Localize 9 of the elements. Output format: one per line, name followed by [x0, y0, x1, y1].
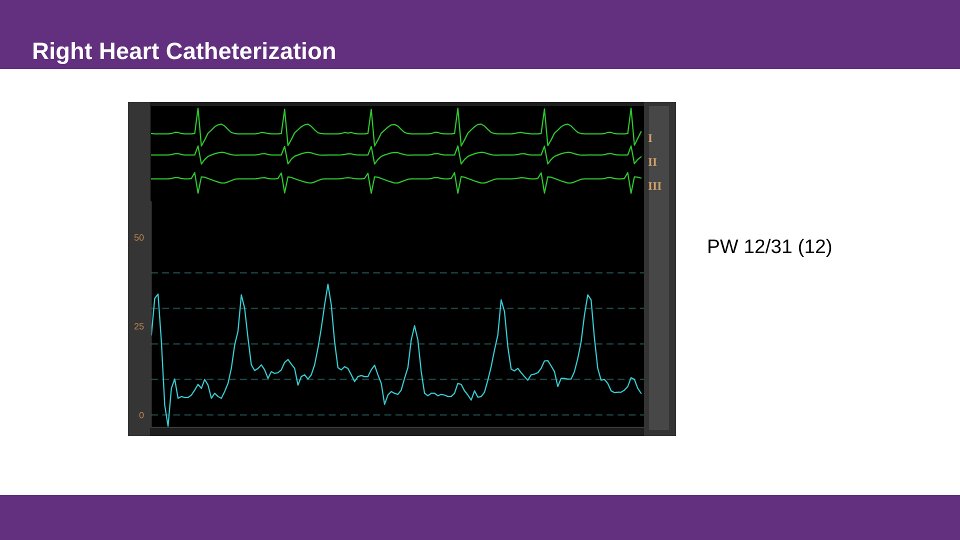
line-series [151, 284, 642, 427]
y-tick-label: 25 [134, 323, 144, 330]
series-label: II [648, 158, 657, 166]
y-tick-label: 50 [134, 234, 144, 241]
series-label: I [648, 134, 652, 142]
y-tick-label: 0 [139, 412, 144, 418]
chart-title: Right Heart Catheterization [34, 42, 335, 64]
text: PW 12/31 (12) [708, 238, 832, 258]
series-label: III [648, 182, 662, 190]
